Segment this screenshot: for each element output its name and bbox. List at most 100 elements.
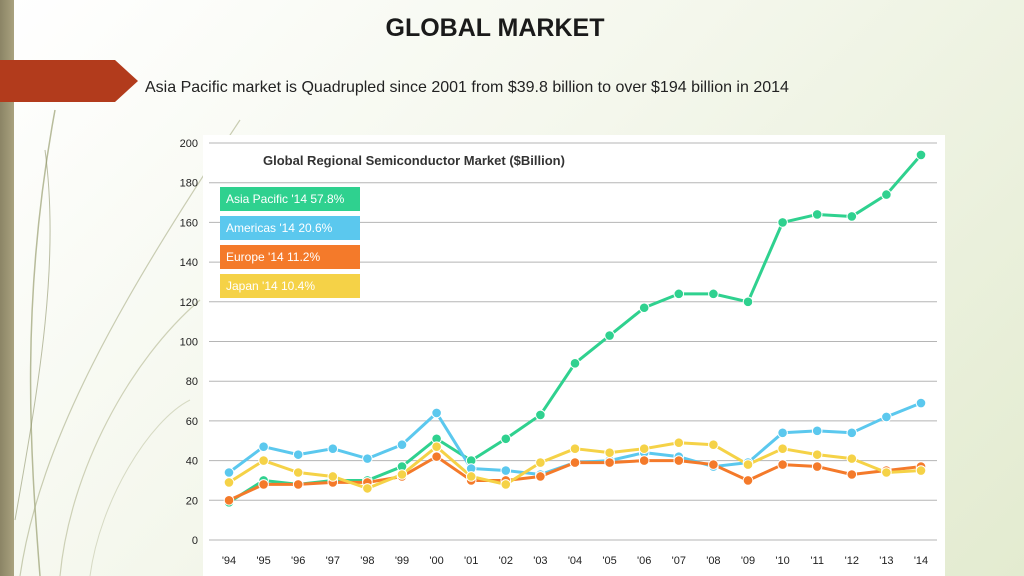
- x-tick-label: '96: [291, 555, 305, 567]
- data-point: [292, 449, 304, 460]
- x-tick-label: '99: [395, 555, 409, 567]
- data-point: [638, 443, 650, 454]
- x-tick-label: '01: [464, 555, 478, 567]
- chart-svg: 0 20 40 60 80 100 120 140 160 180 200 '94 '95 '96 '97…: [180, 135, 945, 576]
- data-point: [638, 455, 650, 466]
- chart-series-points: [223, 149, 927, 508]
- data-point: [223, 467, 235, 478]
- data-point: [881, 189, 892, 200]
- y-tick-label: 100: [180, 337, 198, 349]
- data-point: [915, 149, 927, 161]
- data-point: [846, 211, 858, 222]
- y-tick-label: 180: [180, 178, 198, 190]
- data-point: [604, 457, 615, 468]
- data-point: [292, 479, 304, 490]
- x-tick-label: '94: [222, 555, 236, 567]
- data-point: [500, 433, 512, 445]
- data-point: [431, 407, 442, 419]
- chart-y-tick-labels: 0 20 40 60 80 100 120 140 160 180 200: [180, 138, 198, 547]
- slide-subtitle: Asia Pacific market is Quadrupled since …: [145, 79, 789, 96]
- legend-swatch: [220, 274, 360, 298]
- data-point: [708, 439, 719, 451]
- data-point: [327, 443, 339, 454]
- data-point: [673, 288, 685, 300]
- x-tick-label: '02: [499, 555, 513, 567]
- legend-swatch: [220, 187, 360, 211]
- y-tick-label: 20: [186, 495, 198, 507]
- x-tick-label: '14: [914, 555, 928, 567]
- data-point: [500, 465, 512, 476]
- data-point: [742, 475, 754, 486]
- x-tick-label: '00: [429, 555, 443, 567]
- x-tick-label: '95: [256, 555, 270, 567]
- data-point: [223, 477, 235, 488]
- data-point: [604, 447, 615, 458]
- x-tick-label: '07: [672, 555, 686, 567]
- data-point: [742, 459, 754, 470]
- data-point: [569, 443, 581, 454]
- x-tick-label: '09: [741, 555, 755, 567]
- y-tick-label: 160: [180, 217, 198, 229]
- data-point: [777, 459, 788, 470]
- data-point: [846, 453, 858, 464]
- chart-gridlines: [209, 142, 937, 541]
- chart-legend: Asia Pacific '14 57.8% Americas '14 20.6%…: [220, 187, 360, 298]
- data-point: [258, 455, 269, 466]
- x-tick-label: '08: [706, 555, 720, 567]
- chart-title: Global Regional Semiconductor Market ($B…: [263, 153, 565, 168]
- title-arrow-banner: [0, 60, 138, 102]
- x-tick-label: '04: [568, 555, 582, 567]
- data-point: [673, 437, 685, 449]
- y-tick-label: 120: [180, 297, 198, 309]
- data-point: [846, 469, 858, 480]
- x-tick-label: '11: [810, 555, 824, 567]
- data-point: [881, 411, 892, 423]
- decorative-swirl-lines: [14, 109, 241, 576]
- legend-label: Japan '14 10.4%: [226, 279, 315, 293]
- legend-label: Americas '14 20.6%: [226, 221, 333, 235]
- data-point: [258, 479, 269, 490]
- y-tick-label: 40: [186, 456, 198, 468]
- y-tick-label: 200: [180, 138, 198, 150]
- chart-x-tick-labels: '94 '95 '96 '97 '98 '99 '00 '01 '02 '03 '04 '05 '06 '…: [222, 555, 928, 567]
- data-point: [708, 288, 719, 300]
- data-point: [915, 465, 927, 476]
- data-point: [362, 453, 373, 464]
- y-tick-label: 80: [186, 376, 198, 388]
- x-tick-label: '10: [775, 555, 789, 567]
- data-point: [396, 469, 408, 480]
- data-point: [638, 302, 650, 314]
- data-point: [708, 459, 719, 470]
- data-point: [915, 397, 927, 409]
- data-point: [811, 449, 823, 460]
- data-point: [604, 330, 615, 341]
- data-point: [742, 296, 754, 308]
- data-point: [535, 457, 546, 468]
- x-tick-label: '13: [879, 555, 893, 567]
- data-point: [811, 209, 823, 220]
- legend-swatch: [220, 216, 360, 240]
- data-point: [535, 471, 546, 482]
- data-point: [569, 457, 581, 468]
- data-point: [362, 483, 373, 494]
- legend-swatch: [220, 245, 360, 269]
- data-point: [846, 427, 858, 439]
- y-tick-label: 0: [192, 535, 198, 547]
- data-point: [500, 479, 512, 490]
- data-point: [777, 427, 788, 439]
- data-point: [431, 441, 442, 453]
- x-tick-label: '05: [602, 555, 616, 567]
- data-point: [223, 495, 235, 506]
- x-tick-label: '06: [637, 555, 651, 567]
- data-point: [569, 358, 581, 369]
- data-point: [258, 441, 269, 453]
- data-point: [881, 467, 892, 478]
- data-point: [673, 455, 685, 466]
- data-point: [811, 425, 823, 437]
- data-point: [431, 451, 442, 462]
- data-point: [327, 471, 339, 482]
- x-tick-label: '98: [360, 555, 374, 567]
- semiconductor-market-chart: 0 20 40 60 80 100 120 140 160 180 200 '94 '95 '96 '97…: [175, 135, 945, 576]
- data-point: [777, 217, 788, 228]
- data-point: [811, 461, 823, 472]
